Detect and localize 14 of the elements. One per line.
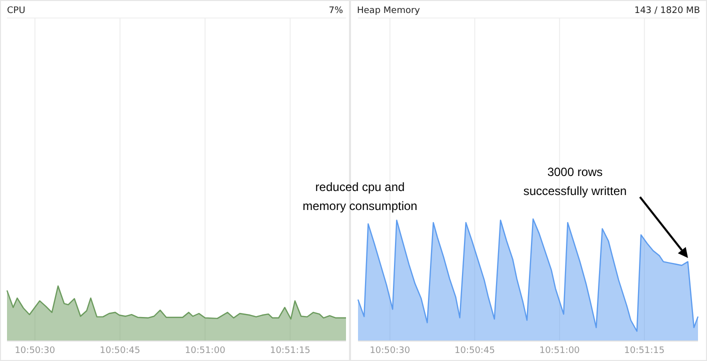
chart-title: Heap Memory: [357, 6, 421, 16]
x-tick-label: 10:51:00: [539, 346, 580, 356]
x-tick-label: 10:50:45: [454, 346, 495, 356]
chart-title: CPU: [7, 6, 26, 16]
chart-subtitle: 7%: [328, 6, 344, 16]
text: reduced cpu and memory consumption: [302, 180, 418, 213]
x-tick-label: 10:51:15: [624, 346, 665, 356]
x-tick-label: 10:51:15: [270, 346, 310, 356]
chart-subtitle: 143 / 1820 MB: [634, 6, 700, 16]
text: 3000 rows successfully written: [523, 165, 627, 198]
x-tick-label: 10:50:45: [100, 346, 140, 356]
x-tick-label: 10:51:00: [184, 346, 226, 356]
x-tick-label: 10:50:30: [14, 346, 56, 356]
x-tick-label: 10:50:30: [370, 346, 410, 356]
